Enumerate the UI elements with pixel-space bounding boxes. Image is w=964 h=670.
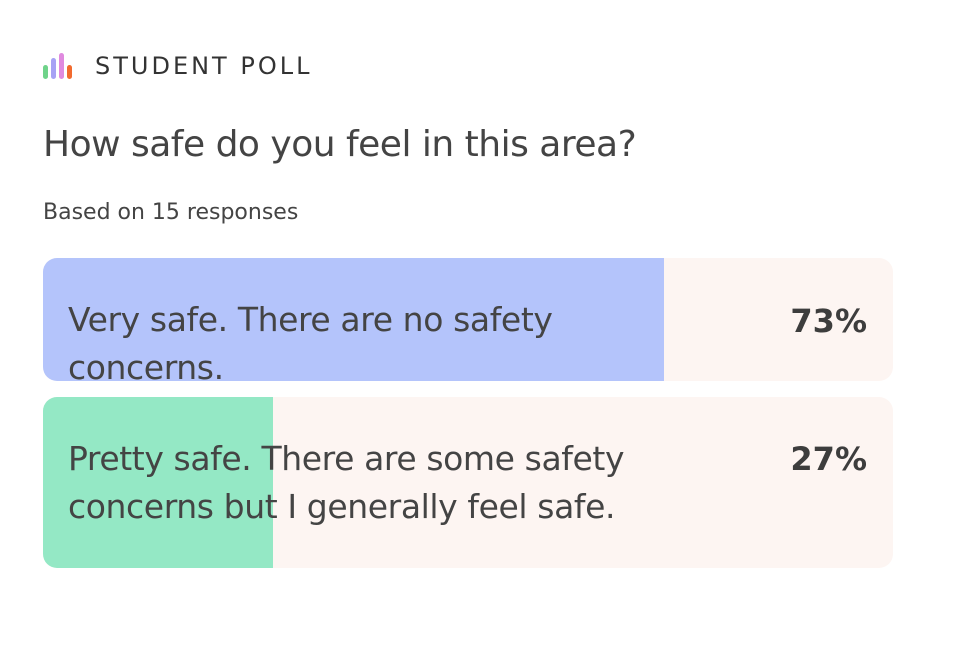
- poll-option-pretty-safe: Pretty safe. There are some safety conce…: [43, 397, 893, 568]
- option-label: Pretty safe. There are some safety conce…: [68, 439, 625, 526]
- response-count: Based on 15 responses: [43, 200, 299, 225]
- logo-bar: [59, 53, 64, 79]
- poll-question: How safe do you feel in this area?: [43, 124, 637, 165]
- poll-results: Very safe. There are no safety concerns.…: [43, 258, 893, 584]
- option-label: Very safe. There are no safety concerns.: [68, 300, 553, 381]
- brand-title: STUDENT POLL: [95, 52, 313, 80]
- logo-bar: [51, 58, 56, 79]
- result-bar: [43, 397, 273, 568]
- logo-bar: [67, 65, 72, 79]
- option-percentage: 27%: [790, 440, 867, 478]
- option-percentage: 73%: [790, 302, 867, 340]
- result-bar: [43, 258, 664, 381]
- logo-bar: [43, 65, 48, 79]
- bar-chart-logo-icon: [43, 53, 81, 79]
- poll-option-very-safe: Very safe. There are no safety concerns.…: [43, 258, 893, 381]
- poll-header: STUDENT POLL: [43, 52, 312, 80]
